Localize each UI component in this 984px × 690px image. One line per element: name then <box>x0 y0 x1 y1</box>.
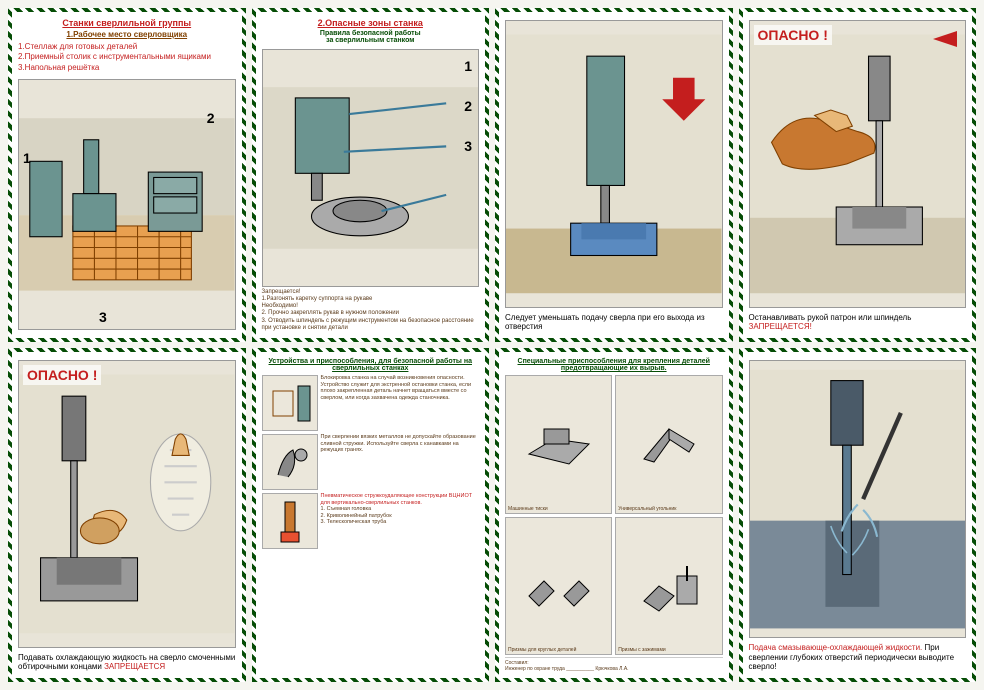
fixture-prism-clamp: Призмы с зажимами <box>615 517 722 656</box>
label-2: 2 <box>207 110 215 126</box>
card-subtitle: 1.Рабочее место сверловщика <box>18 30 236 39</box>
device-row-1: Блокировка станка на случай возникновени… <box>262 375 480 431</box>
fixture-label: Призмы для круглых деталей <box>508 647 576 653</box>
device-text-1: Блокировка станка на случай возникновени… <box>321 375 480 431</box>
danger-label: ОПАСНО ! <box>754 25 832 45</box>
device-img-2 <box>262 434 318 490</box>
label-3: 3 <box>464 138 472 154</box>
device-row-3: Пневматическое стружкоудаляющее конструк… <box>262 493 480 549</box>
card-fixtures: Специальные приспособления для крепления… <box>495 348 733 682</box>
card-stop-by-hand: ОПАСНО ! Останавливать рукой патрон или … <box>739 8 977 342</box>
card-title: Станки сверлильной группы <box>18 18 236 28</box>
feed-caption: Следует уменьшать подачу сверла при его … <box>505 313 723 332</box>
card-subtitle: Специальные приспособления для крепления… <box>505 358 723 372</box>
device-img-1 <box>262 375 318 431</box>
fixture-vise: Машинные тиски <box>505 375 612 514</box>
fixture-label: Машинные тиски <box>508 506 548 512</box>
device-text-3: Пневматическое стружкоудаляющее конструк… <box>321 493 480 549</box>
card-title: 2.Опасные зоны станка <box>262 18 480 28</box>
card-workplace: Станки сверлильной группы 1.Рабочее мест… <box>8 8 246 342</box>
workplace-list: 1.Стеллаж для готовых деталей 2.Приемный… <box>18 42 236 73</box>
coolant-feed-illustration <box>749 360 967 638</box>
label-2: 2 <box>464 98 472 114</box>
zones-illustration: 1 2 3 <box>262 49 480 287</box>
card-devices: Устройства и приспособления, для безопас… <box>252 348 490 682</box>
zones-text: Запрещается! 1.Разгонять каретку суппорт… <box>262 289 480 332</box>
stop-caption: Останавливать рукой патрон или шпиндель … <box>749 313 967 332</box>
card-coolant-rag: ОПАСНО ! Подавать охлаждающую жидкость н… <box>8 348 246 682</box>
card-subtitle: Правила безопасной работы за сверлильным… <box>262 30 480 44</box>
danger-label: ОПАСНО ! <box>23 365 101 385</box>
stop-illustration: ОПАСНО ! <box>749 20 967 308</box>
device-text-2: При сверлении вязких металлов не допуска… <box>321 434 480 490</box>
fixture-label: Универсальный угольник <box>618 506 676 512</box>
label-1: 1 <box>464 58 472 74</box>
label-1: 1 <box>23 150 31 166</box>
fixture-prism-round: Призмы для круглых деталей <box>505 517 612 656</box>
card-coolant-feed: Подача смазывающе-охлаждающей жидкости. … <box>739 348 977 682</box>
card-subtitle: Устройства и приспособления, для безопас… <box>262 358 480 372</box>
fixtures-grid: Машинные тиски Универсальный угольник Пр… <box>505 375 723 655</box>
coolant-illustration: ОПАСНО ! <box>18 360 236 648</box>
device-img-3 <box>262 493 318 549</box>
label-3: 3 <box>99 309 107 325</box>
red-arrow-icon <box>933 31 957 47</box>
fixture-angle: Универсальный угольник <box>615 375 722 514</box>
workplace-illustration: 1 2 3 <box>18 79 236 330</box>
card-feed-reduce: Следует уменьшать подачу сверла при его … <box>495 8 733 342</box>
card-danger-zones: 2.Опасные зоны станка Правила безопасной… <box>252 8 490 342</box>
device-row-2: При сверлении вязких металлов не допуска… <box>262 434 480 490</box>
coolant-caption: Подавать охлаждающую жидкость на сверло … <box>18 653 236 672</box>
feed-illustration <box>505 20 723 308</box>
fixture-label: Призмы с зажимами <box>618 647 665 653</box>
coolant-feed-caption: Подача смазывающе-охлаждающей жидкости. … <box>749 643 967 672</box>
card-footer: Составил: Инженер по охране труда ______… <box>505 657 723 672</box>
